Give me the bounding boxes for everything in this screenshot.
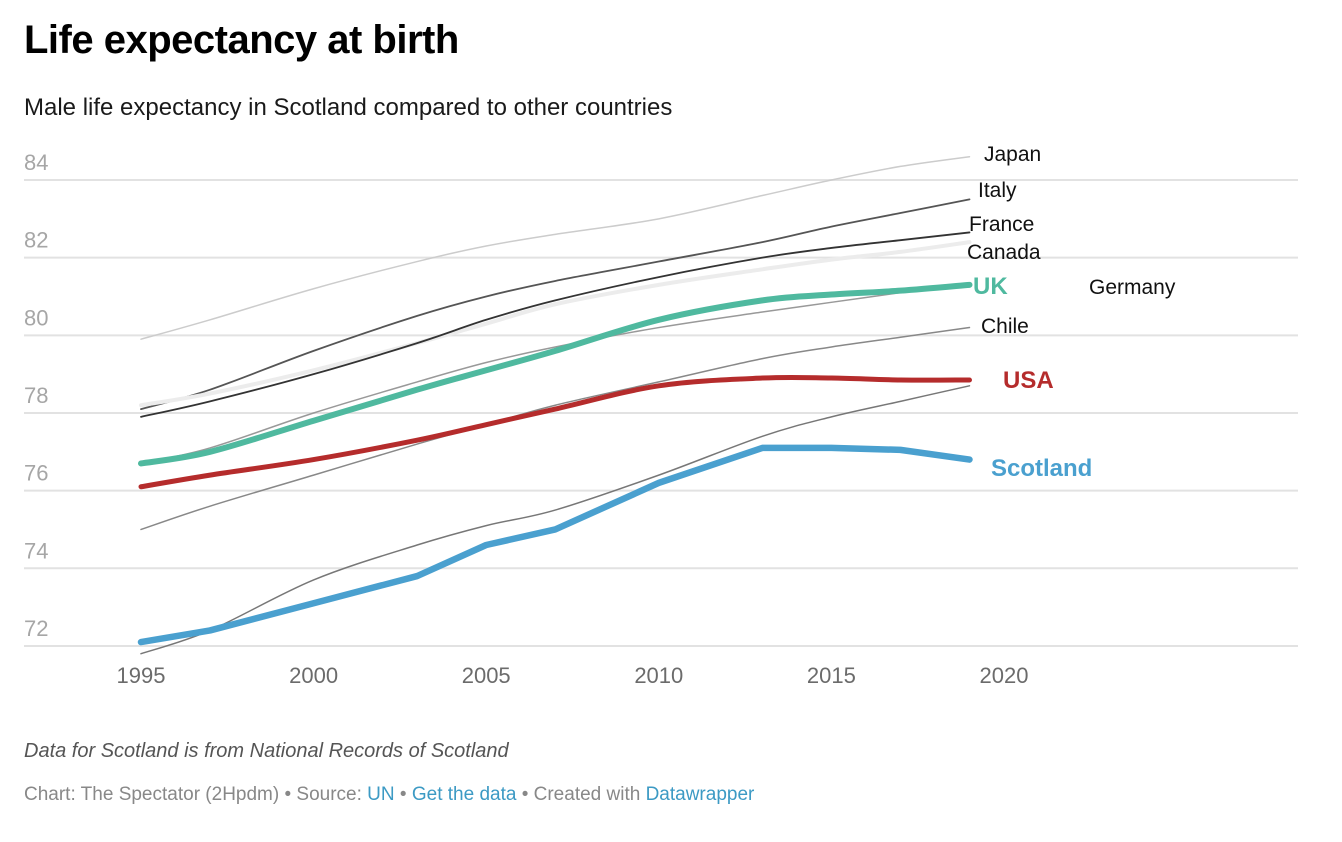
series-label-germany: Germany: [1089, 276, 1176, 299]
series-label-italy: Italy: [978, 179, 1017, 202]
chart-subtitle: Male life expectancy in Scotland compare…: [24, 94, 673, 121]
byline-sep: •: [394, 784, 412, 805]
series-label-france: France: [969, 213, 1034, 236]
datawrapper-link[interactable]: Datawrapper: [645, 784, 755, 805]
x-tick-label: 2000: [289, 663, 338, 688]
x-tick-label: 2005: [462, 663, 511, 688]
y-tick-label: 84: [24, 150, 48, 175]
series-line-japan: [140, 155, 971, 340]
series-line-germany: [140, 282, 971, 465]
chart-note: Data for Scotland is from National Recor…: [24, 740, 509, 762]
y-tick-label: 82: [24, 228, 48, 253]
series-line-chile: [140, 326, 971, 531]
y-tick-label: 80: [24, 305, 48, 330]
byline-created: • Created with: [516, 784, 646, 805]
x-tick-label: 2015: [807, 663, 856, 688]
series-label-japan: Japan: [984, 143, 1041, 166]
x-tick-label: 2010: [634, 663, 683, 688]
series-label-scotland: Scotland: [991, 455, 1092, 482]
y-tick-label: 74: [24, 538, 48, 563]
series-line-canada: [139, 240, 972, 408]
series-line-scotland: [137, 444, 973, 646]
x-tick-label: 2020: [980, 663, 1029, 688]
y-tick-label: 76: [24, 461, 48, 486]
series-label-uk: UK: [973, 273, 1008, 300]
source-link[interactable]: UN: [367, 784, 395, 805]
series-line-usa: [138, 374, 972, 490]
chart-byline: Chart: The Spectator (2Hpdm) • Source: U…: [24, 784, 754, 806]
byline-text: Chart: The Spectator (2Hpdm) • Source:: [24, 784, 368, 805]
series-label-chile: Chile: [981, 315, 1029, 338]
y-tick-label: 78: [24, 383, 48, 408]
series-line-france: [140, 231, 971, 418]
y-tick-label: 72: [24, 616, 48, 641]
series-label-usa: USA: [1003, 367, 1054, 394]
x-tick-label: 1995: [117, 663, 166, 688]
series-line-italy: [140, 198, 971, 410]
get-data-link[interactable]: Get the data: [411, 784, 517, 805]
series-line-uk: [138, 281, 973, 467]
series-line-chile-lower: [140, 385, 971, 655]
chart-title: Life expectancy at birth: [24, 18, 459, 62]
series-label-canada: Canada: [967, 241, 1041, 264]
